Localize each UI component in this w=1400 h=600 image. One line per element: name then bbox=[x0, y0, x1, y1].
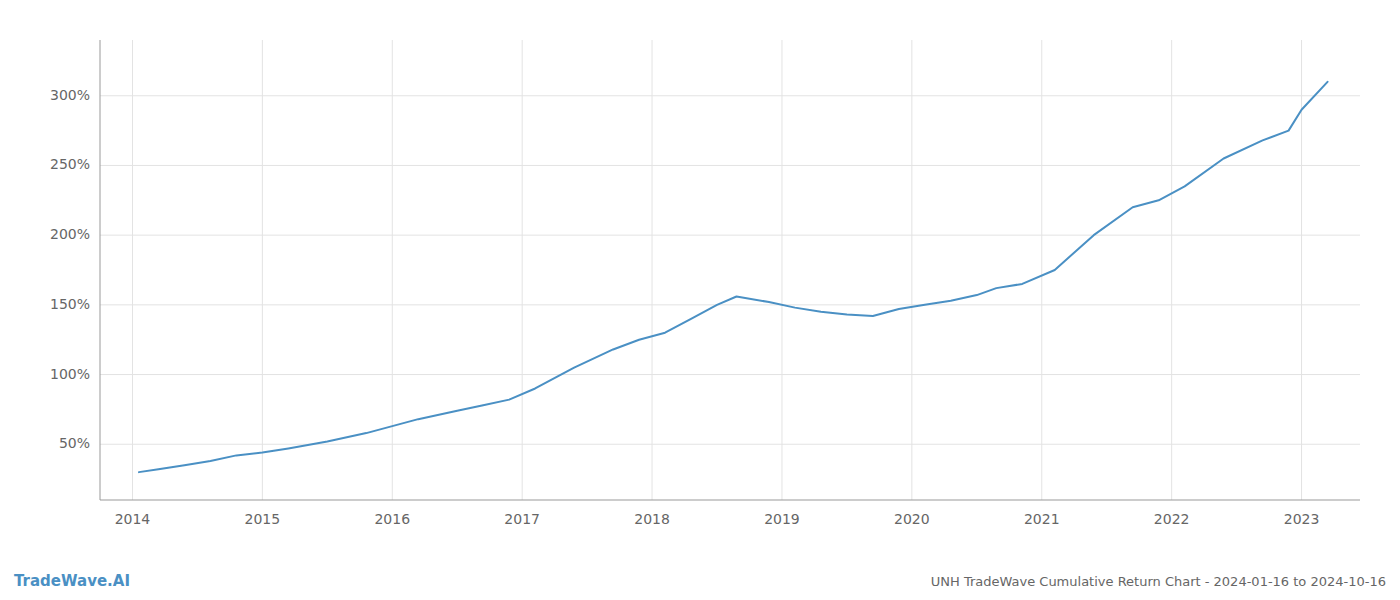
y-grid-line bbox=[100, 444, 1360, 445]
y-axis-line bbox=[100, 40, 101, 500]
y-grid-line bbox=[100, 374, 1360, 375]
y-tick-label: 50% bbox=[59, 435, 90, 451]
x-grid-line bbox=[781, 40, 782, 500]
x-tick-label: 2022 bbox=[1154, 511, 1190, 527]
x-grid-line bbox=[1041, 40, 1042, 500]
plot-area bbox=[139, 82, 1328, 472]
chart-title: UNH TradeWave Cumulative Return Chart - … bbox=[931, 574, 1386, 589]
background bbox=[0, 0, 1400, 600]
chart-svg: 50% 100% 150% 200% 250% 300% 2014 2015 2016 2017 2… bbox=[0, 0, 1400, 600]
x-tick-label: 2023 bbox=[1284, 511, 1320, 527]
x-tick-label: 2015 bbox=[245, 511, 281, 527]
watermark: TradeWave.AI bbox=[14, 572, 130, 590]
chart-container: 50% 100% 150% 200% 250% 300% 2014 2015 2016 2017 2… bbox=[0, 0, 1400, 600]
y-grid-line bbox=[100, 95, 1360, 96]
x-grid-line bbox=[522, 40, 523, 500]
return-line bbox=[139, 82, 1328, 472]
x-grid-line bbox=[262, 40, 263, 500]
x-tick-label: 2019 bbox=[764, 511, 800, 527]
x-tick-label: 2017 bbox=[504, 511, 540, 527]
x-grid-line bbox=[911, 40, 912, 500]
y-grid-line bbox=[100, 235, 1360, 236]
y-tick-label: 300% bbox=[50, 87, 90, 103]
x-tick-label: 2018 bbox=[634, 511, 670, 527]
x-grid-line bbox=[652, 40, 653, 500]
x-tick-label: 2014 bbox=[115, 511, 151, 527]
y-grid-line bbox=[100, 165, 1360, 166]
y-grid-line bbox=[100, 304, 1360, 305]
y-tick-label: 200% bbox=[50, 226, 90, 242]
x-axis-line bbox=[100, 500, 1360, 501]
y-tick-label: 250% bbox=[50, 156, 90, 172]
x-grid-line bbox=[392, 40, 393, 500]
y-tick-label: 150% bbox=[50, 296, 90, 312]
tick-labels: 50% 100% 150% 200% 250% 300% 2014 2015 2016 2017 2… bbox=[50, 87, 1319, 527]
x-tick-label: 2021 bbox=[1024, 511, 1060, 527]
x-tick-label: 2020 bbox=[894, 511, 930, 527]
x-tick-label: 2016 bbox=[374, 511, 410, 527]
x-grid-line bbox=[132, 40, 133, 500]
y-tick-label: 100% bbox=[50, 366, 90, 382]
grid bbox=[100, 40, 1360, 500]
x-grid-line bbox=[1171, 40, 1172, 500]
